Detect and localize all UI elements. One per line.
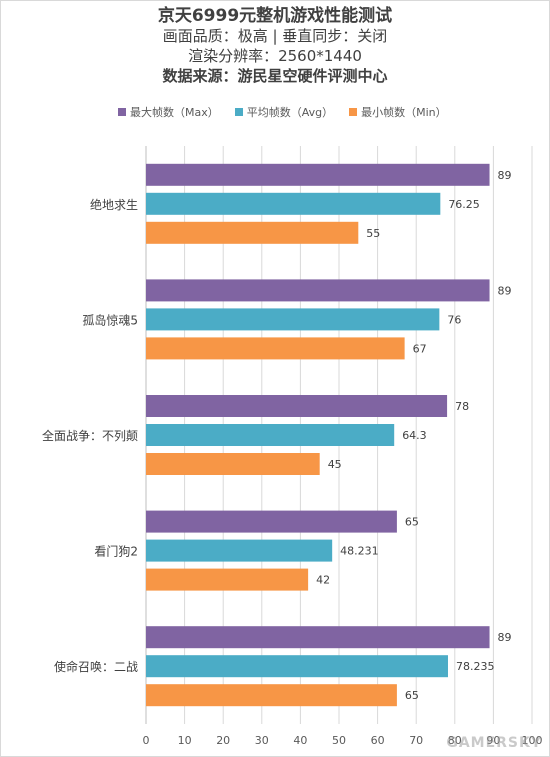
data-label: 42 — [316, 574, 330, 587]
title-line-2: 画面品质：极高 | 垂直同步：关闭 — [162, 27, 388, 45]
legend-item-max: 最大帧数（Max） — [118, 104, 219, 120]
bar — [146, 163, 490, 186]
x-tick-label: 70 — [409, 734, 423, 747]
bar — [146, 221, 359, 244]
bar — [146, 395, 448, 417]
x-tick-label: 0 — [143, 734, 150, 747]
bar — [146, 626, 490, 649]
bar — [146, 337, 405, 360]
data-label: 76 — [447, 313, 461, 326]
data-label: 76.25 — [448, 198, 480, 211]
watermark-logo: GAMERSKY — [446, 735, 542, 751]
data-label: 48.231 — [340, 545, 379, 558]
x-tick-label: 50 — [332, 734, 346, 747]
data-label: 65 — [405, 516, 419, 529]
chart-title: 京天6999元整机游戏性能测试 画面品质：极高 | 垂直同步：关闭 渲染分辨率：… — [0, 6, 550, 86]
bar — [146, 510, 397, 533]
bar — [146, 684, 397, 707]
x-tick-label: 80 — [448, 734, 462, 747]
x-tick-label: 90 — [486, 734, 500, 747]
legend-item-avg: 平均帧数（Avg） — [234, 104, 334, 120]
legend-label-min: 最小帧数（Min） — [361, 106, 447, 119]
bar — [146, 279, 490, 302]
x-tick-label: 100 — [522, 734, 543, 747]
legend-swatch-avg — [234, 108, 243, 116]
title-line-4: 数据来源：游民星空硬件评测中心 — [162, 67, 388, 85]
x-tick-label: 30 — [255, 734, 269, 747]
legend-swatch-max — [118, 108, 126, 116]
category-label: 孤岛惊魂5 — [82, 312, 138, 327]
title-line-1: 京天6999元整机游戏性能测试 — [157, 6, 393, 26]
title-line-3: 渲染分辨率：2560*1440 — [188, 47, 362, 65]
data-label: 55 — [366, 227, 380, 240]
bar — [146, 192, 441, 215]
data-label: 89 — [498, 631, 512, 644]
data-label: 64.3 — [402, 429, 427, 442]
category-label: 看门狗2 — [94, 544, 138, 559]
x-tick-label: 60 — [371, 734, 385, 747]
data-label: 78.235 — [456, 660, 495, 673]
bar — [146, 568, 309, 591]
bar — [146, 308, 440, 331]
data-label: 89 — [498, 284, 512, 297]
legend-item-min: 最小帧数（Min） — [349, 104, 447, 120]
category-label: 全面战争：不列颠 — [42, 428, 138, 443]
x-tick-label: 20 — [216, 734, 230, 747]
category-label: 绝地求生 — [90, 197, 138, 212]
data-label: 67 — [413, 342, 427, 355]
category-label: 使命召唤：二战 — [54, 659, 138, 674]
legend-swatch-min — [349, 108, 358, 116]
legend-label-avg: 平均帧数（Avg） — [246, 106, 334, 119]
data-label: 45 — [328, 458, 342, 471]
x-tick-label: 10 — [178, 734, 192, 747]
bar — [146, 453, 320, 475]
legend-label-max: 最大帧数（Max） — [130, 106, 219, 119]
data-label: 89 — [498, 169, 512, 182]
bar — [146, 655, 448, 678]
data-label: 65 — [405, 689, 419, 702]
chart-legend: 最大帧数（Max） 平均帧数（Avg） 最小帧数（Min） — [118, 104, 447, 120]
data-label: 78 — [455, 400, 469, 413]
x-tick-label: 40 — [293, 734, 307, 747]
bar — [146, 424, 395, 446]
bar — [146, 539, 333, 562]
